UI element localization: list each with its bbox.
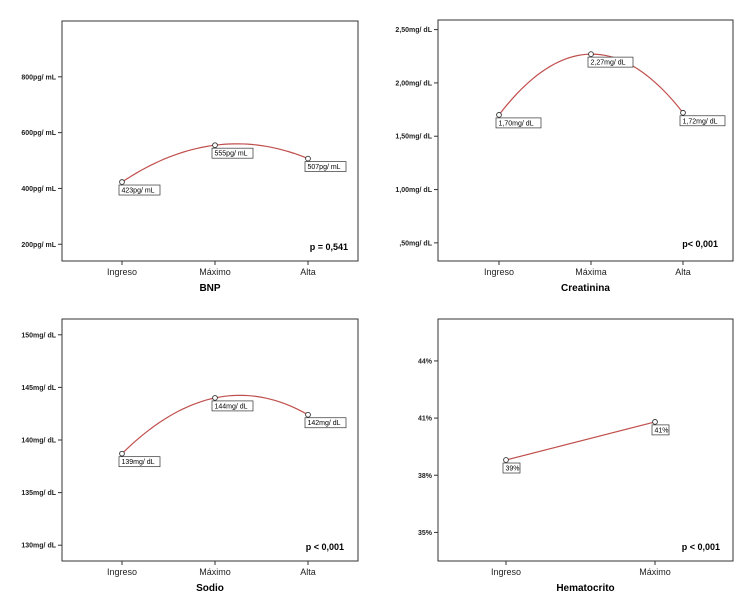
- y-tick-label: 200pg/ mL: [21, 242, 56, 249]
- y-tick-label: 135mg/ dL: [21, 490, 56, 497]
- data-label: 555pg/ mL: [215, 151, 248, 158]
- series-line: [505, 421, 656, 461]
- y-tick-label: 44%: [418, 358, 433, 365]
- y-tick-label: 800pg/ mL: [21, 74, 56, 81]
- chart-svg: 130mg/ dL 135mg/ dL 140mg/ dL 145mg/ dL 150m…: [21, 318, 359, 594]
- x-tick-label: Alta: [300, 267, 316, 277]
- chart-hematocrito: 35% 38% 41% 44% Ingreso Máximo 39% 41% p < 0,001…: [375, 300, 750, 600]
- data-label: 2,27mg/ dL: [591, 60, 626, 67]
- chart-creatinina: ,50mg/ dL 1,00mg/ dL 1,50mg/ dL 2,00mg/ dL 2…: [375, 0, 750, 300]
- data-label: 142mg/ dL: [308, 420, 341, 427]
- y-tick-label: 2,50mg/ dL: [395, 27, 432, 34]
- data-label-box: [118, 456, 161, 468]
- x-tick-label: Alta: [300, 567, 316, 577]
- plot-frame: [61, 318, 359, 562]
- chart-title: BNP: [199, 283, 220, 294]
- data-label: 1,70mg/ dL: [499, 120, 534, 127]
- x-tick-label: Ingreso: [491, 567, 521, 577]
- y-tick-label: 145mg/ dL: [21, 385, 56, 392]
- data-point: [588, 51, 594, 57]
- chart-sodio: 130mg/ dL 135mg/ dL 140mg/ dL 145mg/ dL 150m…: [0, 300, 375, 600]
- data-label: 144mg/ dL: [215, 403, 248, 410]
- y-tick-label: 41%: [418, 416, 433, 423]
- chart-svg: ,50mg/ dL 1,00mg/ dL 1,50mg/ dL 2,00mg/ dL 2…: [395, 19, 734, 294]
- chart-svg: 35% 38% 41% 44% Ingreso Máximo 39% 41% p < 0,001…: [418, 318, 734, 594]
- data-point: [212, 395, 218, 401]
- x-tick-label: Máxima: [575, 267, 607, 277]
- p-value-annotation: p < 0,001: [306, 542, 344, 552]
- y-tick-label: 1,50mg/ dL: [395, 134, 432, 141]
- y-tick-label: 2,00mg/ dL: [395, 80, 432, 87]
- x-tick-label: Máximo: [199, 267, 231, 277]
- plot-frame: [61, 20, 359, 262]
- plot-frame: [437, 19, 734, 262]
- data-point: [503, 457, 509, 463]
- data-point: [119, 450, 125, 457]
- data-label: 1,72mg/ dL: [683, 118, 718, 125]
- x-tick-label: Máximo: [639, 567, 671, 577]
- data-point: [680, 109, 686, 116]
- y-tick-label: 150mg/ dL: [21, 332, 56, 339]
- x-tick-label: Ingreso: [107, 567, 137, 577]
- y-tick-label: 130mg/ dL: [21, 543, 56, 550]
- y-tick-label: 400pg/ mL: [21, 186, 56, 193]
- y-tick-label: 1,00mg/ dL: [395, 187, 432, 194]
- data-point: [652, 419, 658, 425]
- data-label-box: [304, 161, 347, 172]
- chart-svg: 200pg/ mL 400pg/ mL 600pg/ mL 800pg/ mL Ingr…: [21, 20, 359, 294]
- chart-title: Creatinina: [561, 283, 610, 294]
- p-value-annotation: p = 0,541: [310, 242, 348, 252]
- x-tick-label: Alta: [675, 267, 691, 277]
- data-label-box: [118, 184, 161, 196]
- data-label: 423pg/ mL: [122, 188, 155, 195]
- y-tick-label: 35%: [418, 530, 433, 537]
- data-label-box: [651, 424, 670, 436]
- y-tick-label: ,50mg/ dL: [399, 240, 432, 247]
- x-tick-label: Ingreso: [107, 267, 137, 277]
- y-tick-label: 140mg/ dL: [21, 438, 56, 445]
- data-label: 507pg/ mL: [308, 164, 341, 171]
- data-label-box: [304, 417, 347, 429]
- x-tick-label: Ingreso: [484, 267, 514, 277]
- data-label: 139mg/ dL: [122, 459, 155, 466]
- data-point: [212, 142, 218, 149]
- plot-frame: [437, 318, 734, 562]
- p-value-annotation: p< 0,001: [682, 239, 718, 249]
- data-label-box: [211, 400, 254, 412]
- chart-bnp: 200pg/ mL 400pg/ mL 600pg/ mL 800pg/ mL Ingr…: [0, 0, 375, 300]
- data-label-box: [679, 115, 726, 127]
- data-label-box: [495, 117, 542, 129]
- y-tick-label: 38%: [418, 473, 433, 480]
- data-point: [305, 411, 311, 418]
- data-label-box: [211, 147, 254, 159]
- data-label-box: [587, 56, 634, 68]
- p-value-annotation: p < 0,001: [682, 542, 720, 552]
- x-tick-label: Máximo: [199, 567, 231, 577]
- chart-title: Hematocrito: [556, 583, 614, 594]
- data-point: [496, 112, 502, 118]
- data-label-box: [502, 462, 521, 474]
- data-label: 41%: [655, 427, 669, 434]
- y-tick-label: 600pg/ mL: [21, 130, 56, 137]
- chart-title: Sodio: [196, 583, 224, 594]
- data-point: [305, 155, 311, 162]
- data-point: [119, 179, 125, 185]
- data-label: 39%: [506, 466, 520, 473]
